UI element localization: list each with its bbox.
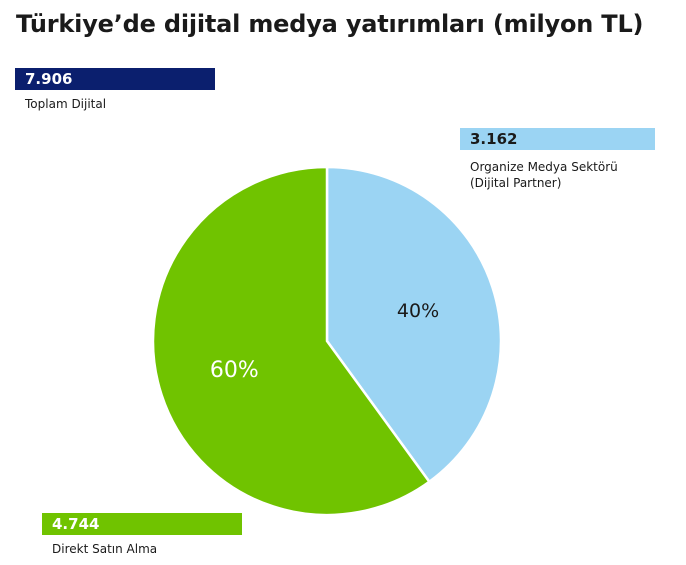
partner-label-line2: (Dijital Partner) (470, 176, 562, 190)
partner-value-bar: 3.162 (460, 128, 655, 150)
pie-percent-label-1: 60% (210, 358, 259, 383)
direct-value-bar: 4.744 (42, 513, 242, 535)
pie-slice-1 (151, 165, 432, 517)
direct-label: Direkt Satın Alma (52, 542, 158, 556)
pie-slice-0 (325, 165, 503, 484)
chart-title: Türkiye’de dijital medya yatırımları (mi… (16, 10, 644, 38)
total-value-bar: 7.906 (15, 68, 215, 90)
pie-percent-label-0: 40% (397, 300, 439, 322)
partner-label: Organize Medya Sektörü (Dijital Partner) (470, 159, 670, 191)
total-label: Toplam Dijital (25, 97, 107, 111)
partner-label-line1: Organize Medya Sektörü (470, 160, 618, 174)
